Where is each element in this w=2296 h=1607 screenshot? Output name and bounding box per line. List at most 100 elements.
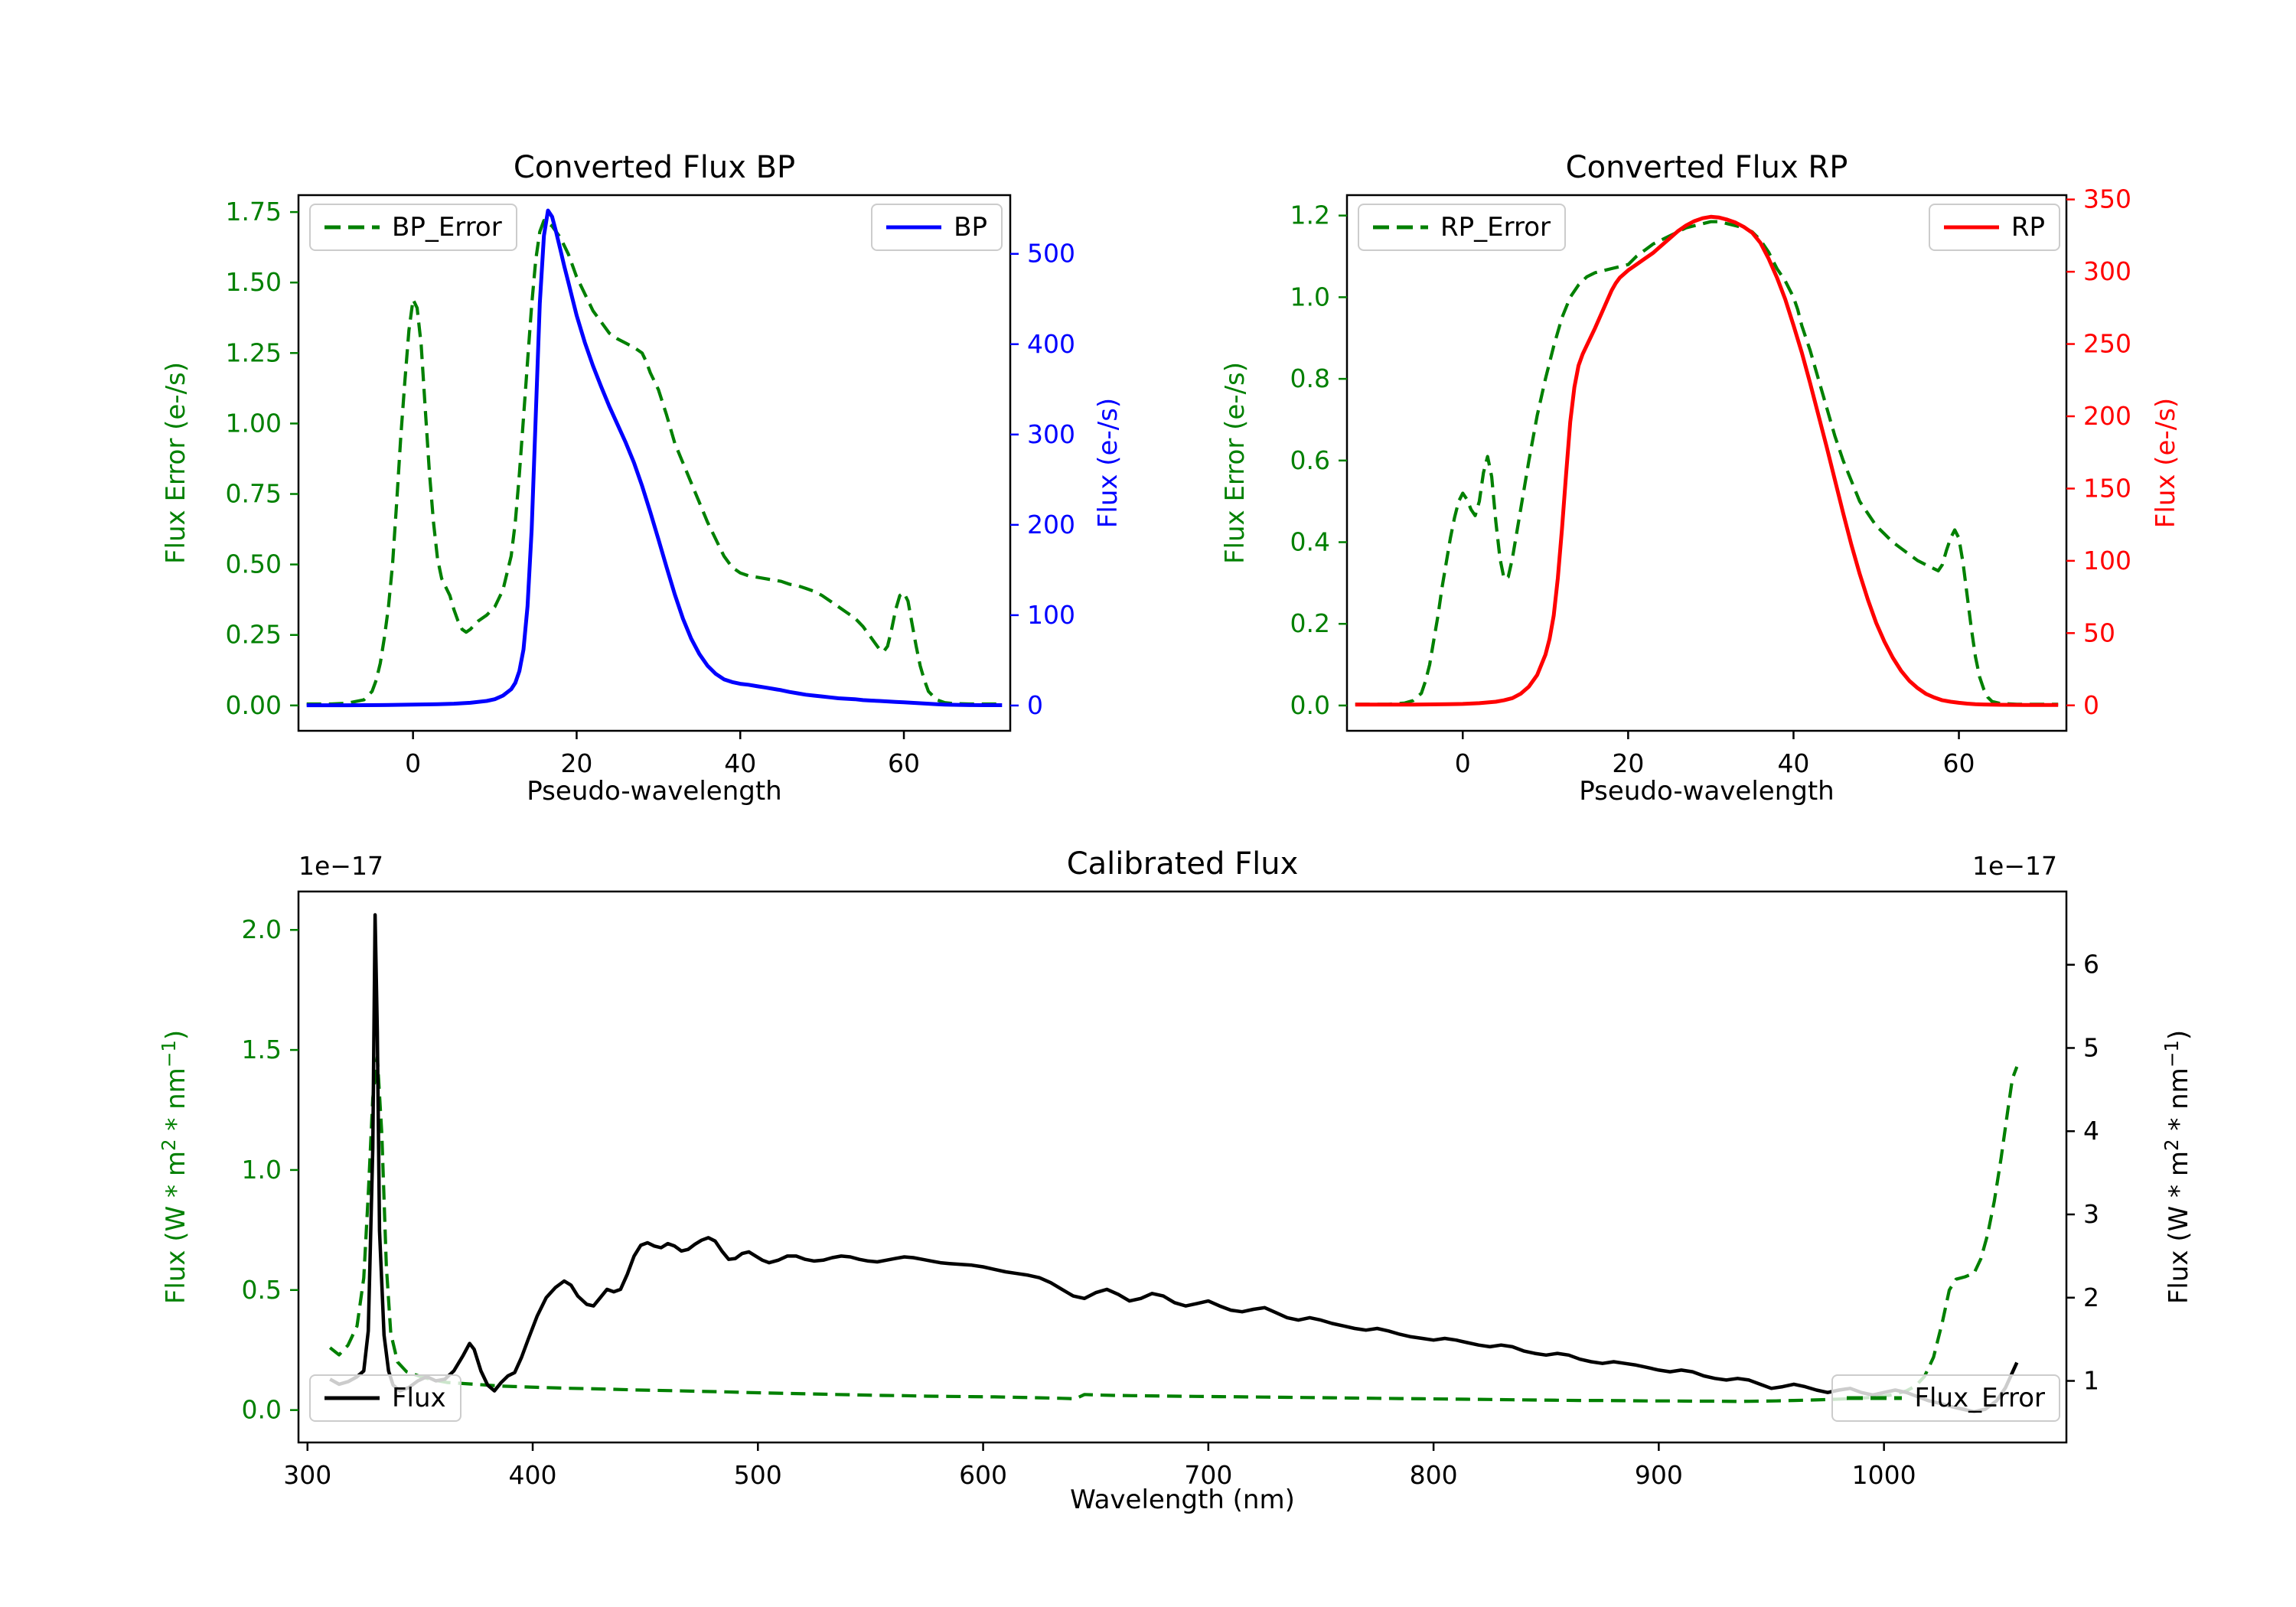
x-tick-label-cal: 600: [959, 1460, 1007, 1490]
cal-ylabel-left-part: Flux (W * m: [161, 1151, 192, 1305]
rp-chart-title: Converted Flux RP: [1565, 150, 1848, 185]
rp-ylabel-left: Flux Error (e-/s): [1220, 361, 1251, 565]
rp-xlabel: Pseudo-wavelength: [1579, 776, 1835, 807]
bp-legend: BP: [871, 204, 1003, 251]
cal-ylabel-left-part: ): [161, 1029, 192, 1041]
rp-legend: RP: [1928, 204, 2060, 251]
x-tick-label-rp: 60: [1943, 748, 1975, 778]
y-tick-label-right-rp: 250: [2083, 329, 2131, 359]
y-tick-label-left-rp: 0.2: [1290, 608, 1330, 638]
y-tick-label-right-rp: 300: [2083, 256, 2131, 286]
series-line-Flux: [329, 913, 2019, 1414]
bp-xlabel: Pseudo-wavelength: [527, 776, 782, 807]
series-line-BP_Error: [306, 219, 1003, 706]
series-line-RP: [1355, 214, 2059, 707]
flux-error-legend: Flux_Error: [1831, 1374, 2060, 1422]
rp-error-legend: RP_Error: [1358, 204, 1567, 251]
cal-ylabel-right-part: ): [2164, 1029, 2195, 1041]
y-tick-label-left-cal: 0.5: [242, 1275, 282, 1305]
y-tick-label-right-rp: 150: [2083, 473, 2131, 503]
x-tick-label-cal: 900: [1635, 1460, 1683, 1490]
x-tick-label-bp: 40: [724, 748, 756, 778]
y-tick-label-left-cal: 2.0: [242, 914, 282, 944]
y-tick-label-left-cal: 1.5: [242, 1035, 282, 1064]
cal-chart-title: Calibrated Flux: [1066, 846, 1299, 882]
series-line-Flux_Error: [328, 1055, 2019, 1403]
y-tick-label-left-bp: 1.50: [226, 267, 282, 297]
cal-ylabel-right-sup: −1: [2160, 1040, 2183, 1068]
x-tick-label-bp: 60: [888, 748, 920, 778]
cal-ylabel-right: Flux (W * m2 * nm−1): [2161, 1030, 2194, 1304]
y-tick-label-right-rp: 350: [2083, 184, 2131, 214]
y-tick-label-left-bp: 0.50: [226, 549, 282, 579]
x-tick-label-rp: 40: [1777, 748, 1809, 778]
y-tick-label-left-rp: 1.0: [1290, 282, 1330, 311]
rp-error-legend-label: RP_Error: [1440, 212, 1551, 243]
cal-left-offset-text: 1e−17: [298, 851, 383, 881]
flux-legend: Flux: [309, 1374, 461, 1422]
x-tick-label-cal: 1000: [1852, 1460, 1916, 1490]
rp-error-legend-line-sample: [1373, 225, 1428, 230]
cal-ylabel-left-sup: −1: [157, 1040, 180, 1068]
bp-error-legend-label: BP_Error: [392, 212, 502, 243]
axes-frame-cal: [297, 890, 2068, 1444]
x-tick-label-cal: 700: [1184, 1460, 1232, 1490]
y-tick-label-right-rp: 50: [2083, 618, 2115, 647]
x-tick-label-cal: 300: [283, 1460, 331, 1490]
x-tick-label-cal: 400: [509, 1460, 557, 1490]
series-line-RP_Error: [1355, 220, 2059, 706]
y-tick-label-right-bp: 0: [1027, 690, 1043, 720]
bp-ylabel-left: Flux Error (e-/s): [161, 361, 191, 565]
bp-error-legend: BP_Error: [309, 204, 517, 251]
x-tick-label-bp: 20: [560, 748, 592, 778]
cal-xlabel: Wavelength (nm): [1070, 1485, 1295, 1515]
x-tick-label-bp: 0: [405, 748, 421, 778]
y-tick-label-left-cal: 0.0: [242, 1395, 282, 1425]
x-tick-label-cal: 500: [734, 1460, 782, 1490]
y-tick-label-left-rp: 0.0: [1290, 690, 1330, 720]
bp-ylabel-right: Flux (e-/s): [1093, 397, 1124, 529]
bp-chart-title: Converted Flux BP: [513, 150, 796, 185]
bp-error-legend-line-sample: [325, 225, 380, 230]
cal-ylabel-right-part: Flux (W * m: [2164, 1151, 2195, 1305]
y-tick-label-right-cal: 2: [2083, 1283, 2099, 1312]
y-tick-label-right-bp: 400: [1027, 329, 1075, 359]
y-tick-label-right-bp: 100: [1027, 600, 1075, 630]
rp-legend-line-sample: [1943, 225, 1999, 230]
cal-ylabel-right-sup: 2: [2160, 1139, 2183, 1152]
bp-legend-label: BP: [954, 212, 987, 243]
axes-frame-bp: [297, 194, 1012, 732]
flux-legend-label: Flux: [392, 1383, 446, 1413]
y-tick-label-left-rp: 0.8: [1290, 363, 1330, 393]
y-tick-label-right-rp: 0: [2083, 690, 2099, 720]
flux-error-legend-line-sample: [1847, 1396, 1903, 1400]
y-tick-label-left-rp: 1.2: [1290, 200, 1330, 230]
cal-ylabel-left-part: * nm: [161, 1068, 192, 1139]
y-tick-label-right-cal: 4: [2083, 1116, 2099, 1146]
rp-ylabel-right: Flux (e-/s): [2151, 397, 2181, 529]
flux-error-legend-label: Flux_Error: [1914, 1383, 2045, 1413]
rp-legend-label: RP: [2011, 212, 2045, 243]
y-tick-label-left-rp: 0.6: [1290, 445, 1330, 475]
x-tick-label-rp: 20: [1612, 748, 1644, 778]
y-tick-label-right-cal: 3: [2083, 1199, 2099, 1229]
flux-legend-line-sample: [325, 1396, 380, 1400]
y-tick-label-left-cal: 1.0: [242, 1155, 282, 1185]
cal-ylabel-right-part: * nm: [2164, 1068, 2195, 1139]
cal-ylabel-left-sup: 2: [157, 1139, 180, 1152]
y-tick-label-right-rp: 200: [2083, 401, 2131, 431]
x-tick-label-cal: 800: [1410, 1460, 1458, 1490]
y-tick-label-left-bp: 0.75: [226, 479, 282, 509]
x-tick-label-rp: 0: [1455, 748, 1471, 778]
y-tick-label-right-bp: 200: [1027, 510, 1075, 539]
series-line-BP: [306, 208, 1003, 708]
y-tick-label-right-cal: 6: [2083, 950, 2099, 980]
cal-ylabel-left: Flux (W * m2 * nm−1): [158, 1030, 191, 1304]
y-tick-label-left-bp: 1.25: [226, 337, 282, 367]
y-tick-label-left-rp: 0.4: [1290, 527, 1330, 557]
y-tick-label-right-bp: 500: [1027, 239, 1075, 269]
y-tick-label-left-bp: 0.00: [226, 690, 282, 720]
cal-right-offset-text: 1e−17: [1972, 851, 2057, 881]
